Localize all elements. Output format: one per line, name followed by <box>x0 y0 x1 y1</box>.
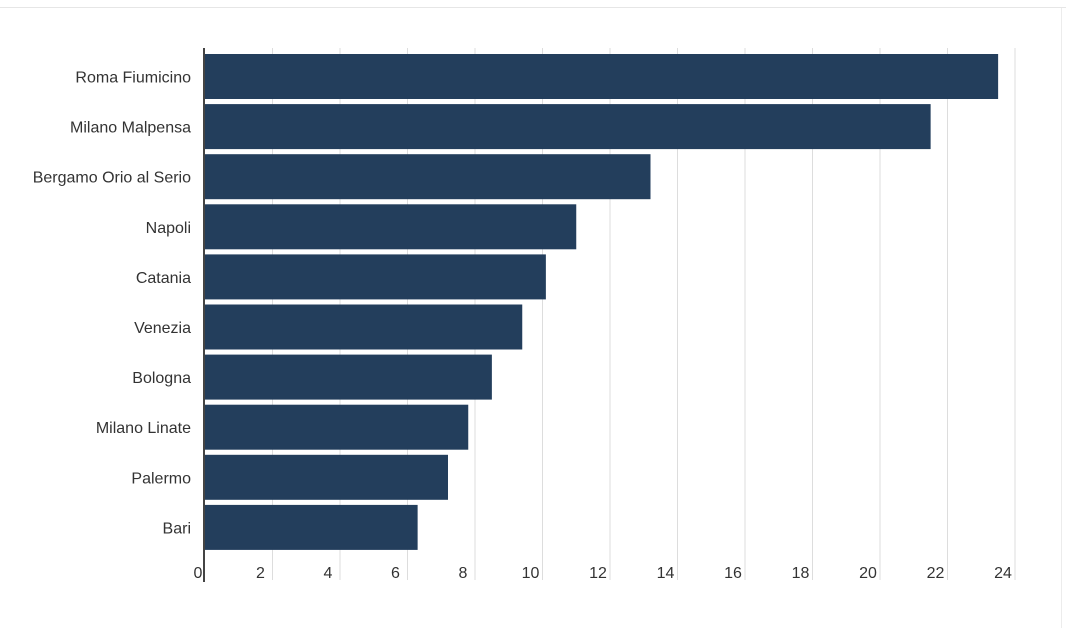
bar <box>205 104 931 150</box>
x-tick-labels: 0 2 4 6 8 10 12 14 16 18 20 22 24 <box>194 565 1012 582</box>
category-label: Palermo <box>131 470 191 487</box>
category-label: Milano Linate <box>96 420 191 437</box>
bar <box>205 154 651 200</box>
category-label: Bari <box>163 520 191 537</box>
x-tick-label: 16 <box>724 565 742 582</box>
bar <box>205 454 448 500</box>
bar <box>205 54 999 99</box>
x-tick-label: 8 <box>459 565 468 582</box>
x-tick-label: 10 <box>522 565 540 582</box>
x-tick-label: 14 <box>657 565 675 582</box>
bars-group <box>205 54 999 550</box>
category-label: Catania <box>136 270 191 287</box>
category-label: Venezia <box>134 320 191 337</box>
category-labels: Roma Fiumicino Milano Malpensa Bergamo Ori… <box>33 70 191 538</box>
bar <box>205 204 577 250</box>
category-label: Napoli <box>146 220 191 237</box>
bar <box>205 504 418 550</box>
x-tick-label: 24 <box>994 565 1012 582</box>
bar <box>205 404 469 450</box>
x-tick-label: 0 <box>194 565 203 582</box>
category-label: Bologna <box>132 370 191 387</box>
bar <box>205 304 523 350</box>
x-tick-label: 2 <box>256 565 265 582</box>
x-tick-label: 22 <box>927 565 945 582</box>
category-label: Roma Fiumicino <box>75 70 191 87</box>
right-divider <box>1061 8 1062 628</box>
bar <box>205 354 492 400</box>
top-divider <box>0 7 1066 8</box>
x-tick-label: 6 <box>391 565 400 582</box>
bar <box>205 254 546 300</box>
category-label: Bergamo Orio al Serio <box>33 170 191 187</box>
x-tick-label: 12 <box>589 565 607 582</box>
category-label: Milano Malpensa <box>70 120 191 137</box>
x-tick-label: 18 <box>792 565 810 582</box>
x-tick-label: 20 <box>859 565 877 582</box>
x-tick-label: 4 <box>324 565 333 582</box>
